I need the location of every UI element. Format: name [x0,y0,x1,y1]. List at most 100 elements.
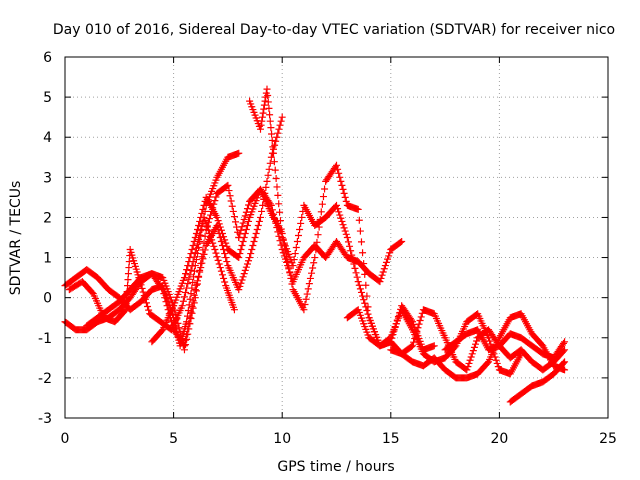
data-point [196,231,204,239]
data-point [195,272,203,280]
data-point [249,242,257,250]
data-point [191,249,199,257]
data-point [186,254,194,262]
data-point [237,279,245,287]
data-point [275,125,283,133]
y-tick-label: -1 [38,331,52,347]
data-point [221,250,229,258]
data-point [306,274,314,282]
data-point [190,291,198,299]
data-point [274,191,282,199]
data-point [334,205,342,213]
x-tick-label: 0 [61,431,70,447]
data-point [280,241,288,249]
series-track-10 [441,326,569,362]
data-point [237,226,245,234]
data-point [203,223,211,231]
data-point [415,320,423,328]
data-point [187,290,195,298]
data-point [276,208,284,216]
data-point [346,242,354,250]
data-point [140,292,148,300]
data-point [243,260,251,268]
data-point [235,286,243,294]
data-point [254,221,262,229]
data-point [361,299,369,307]
data-point [298,213,306,221]
data-point [204,226,212,234]
data-point [235,149,243,157]
data-point [212,249,220,257]
data-point [473,337,481,345]
data-point [125,258,133,266]
data-point [309,264,317,272]
data-point [275,200,283,208]
data-point [196,217,204,225]
data-point [463,366,471,374]
data-point [185,275,193,283]
data-point [187,315,195,323]
data-point [88,288,96,296]
data-point [180,293,188,301]
data-point [352,269,360,277]
data-point [360,260,368,268]
data-point [321,185,329,193]
data-point [349,256,357,264]
y-tick-label: 4 [43,130,52,146]
data-point [294,231,302,239]
series-track-11 [506,358,569,406]
data-point [266,159,274,167]
data-point [494,363,502,371]
data-point [198,209,206,217]
data-point [159,286,167,294]
data-point [342,197,350,205]
data-point [357,238,365,246]
data-point [273,133,281,141]
data-point [160,290,168,298]
data-point [258,207,266,215]
data-point [304,285,312,293]
data-point [223,258,231,266]
data-point [312,246,320,254]
data-point [338,181,346,189]
data-point [464,363,472,371]
y-axis: -3 -2 -1 0 1 2 3 4 5 6 [38,50,608,427]
data-point [310,259,318,267]
data-point [242,208,250,216]
data-point [142,299,150,307]
data-point [210,242,218,250]
data-point [468,350,476,358]
data-point [278,229,286,237]
data-point [302,295,310,303]
data-point [217,238,225,246]
data-point [235,254,243,262]
data-point [260,105,268,113]
data-point [270,158,278,166]
x-tick-label: 5 [169,431,178,447]
data-point [182,270,190,278]
data-point [238,276,246,284]
data-point [180,274,188,282]
data-point [276,121,284,129]
data-point [221,236,229,244]
data-point [223,182,231,190]
y-axis-label: SDTVAR / TECUs [8,181,24,296]
data-point [362,281,370,289]
data-point [199,255,207,263]
data-point [216,264,224,272]
data-point [184,325,192,333]
data-point [416,317,424,325]
data-point [217,267,225,275]
data-point [472,340,480,348]
data-point [559,339,567,347]
data-point [413,327,421,335]
data-point [253,225,261,233]
data-point [364,310,372,318]
data-point [245,257,253,265]
data-point [192,229,200,237]
data-point [182,336,190,344]
data-point [241,212,249,220]
data-point [350,260,358,268]
data-point [315,223,323,231]
